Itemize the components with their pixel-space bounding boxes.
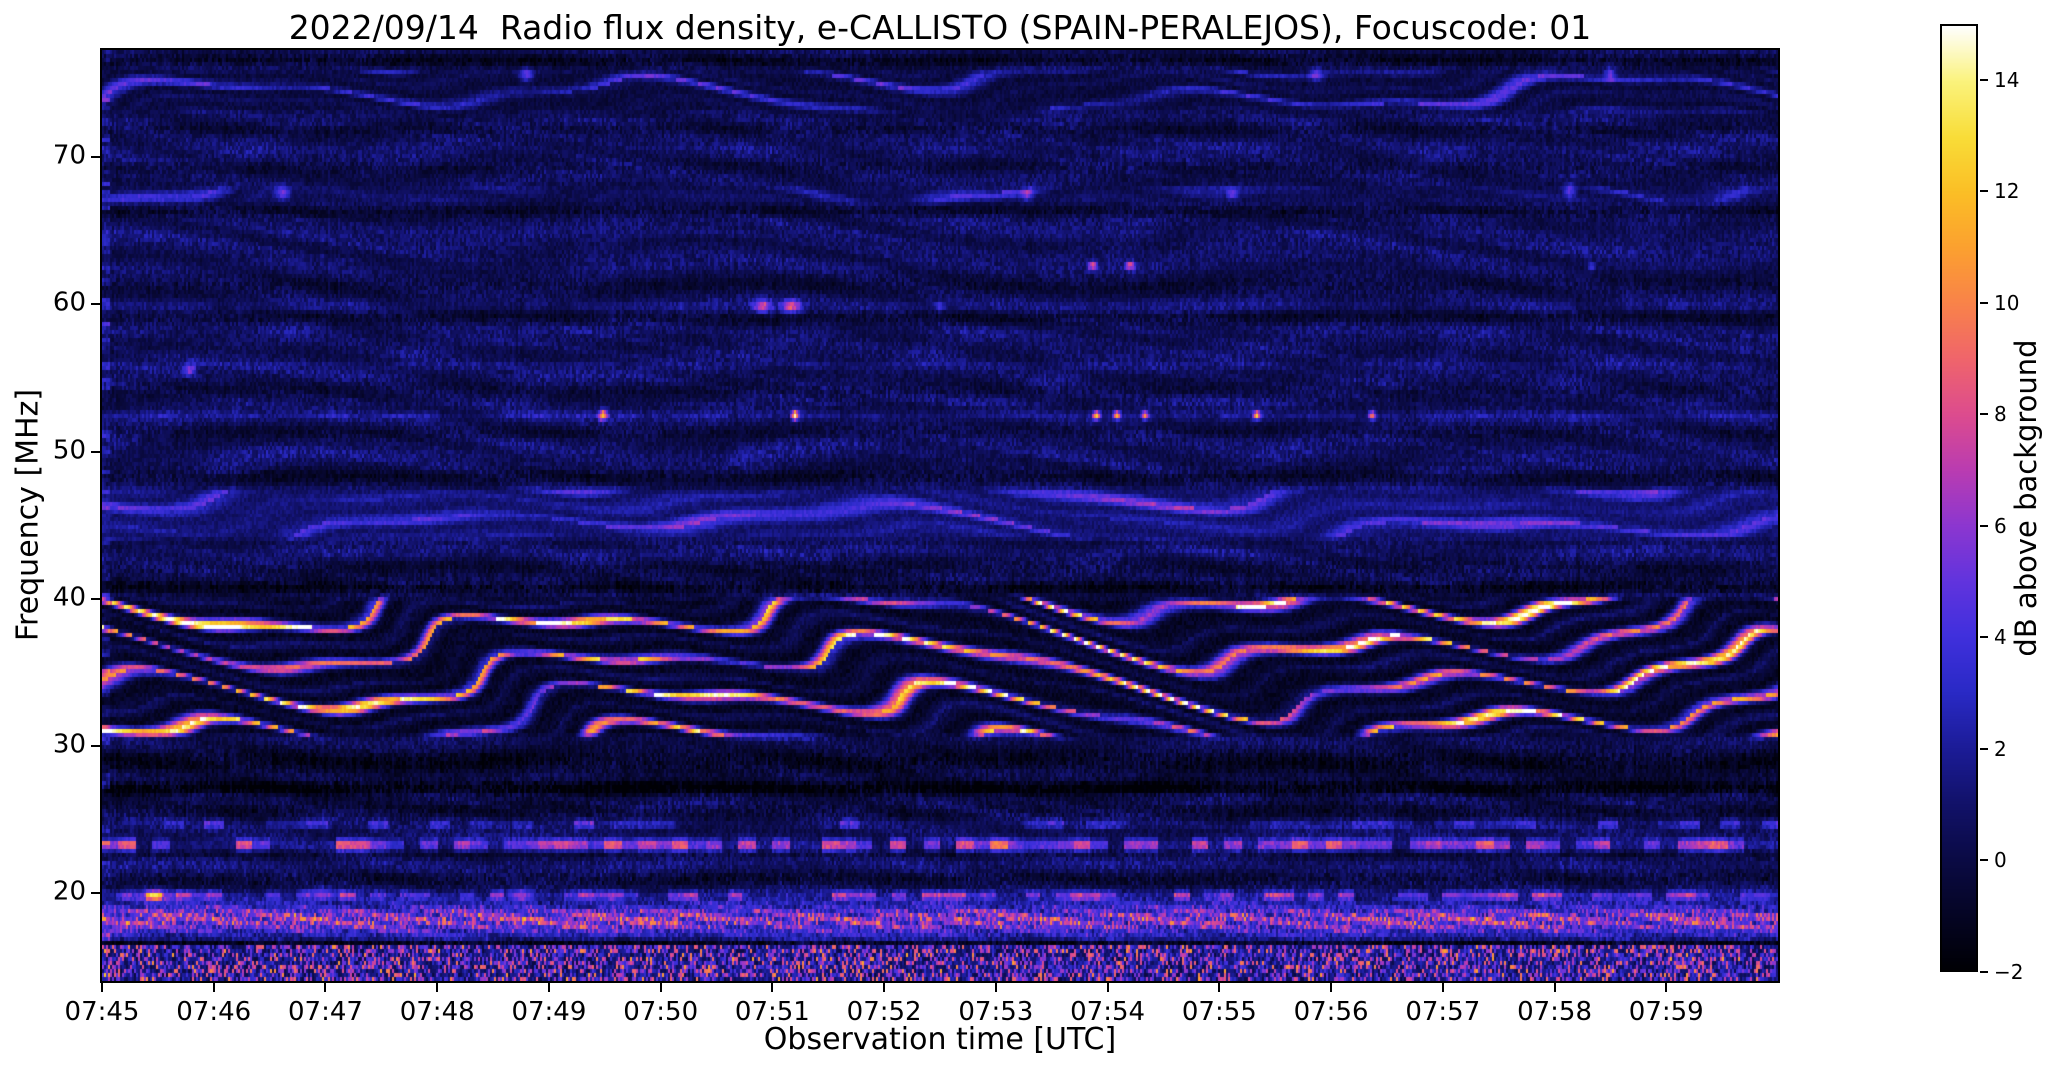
spectrogram-plot <box>102 50 1778 981</box>
x-tick-label: 07:57 <box>1405 997 1481 1027</box>
colorbar-tick-label: 14 <box>1994 67 2020 92</box>
x-tick-mark <box>324 983 327 992</box>
x-tick-mark <box>659 983 662 992</box>
colorbar <box>1940 24 1978 972</box>
colorbar-tick-mark <box>1980 190 1988 193</box>
y-tick-mark <box>91 597 100 600</box>
colorbar-tick-label: 8 <box>1994 402 2007 427</box>
x-tick-label: 07:59 <box>1628 997 1704 1027</box>
x-tick-label: 07:58 <box>1517 997 1592 1027</box>
x-tick-label: 07:54 <box>1070 997 1146 1027</box>
colorbar-tick-mark <box>1980 301 1988 304</box>
x-tick-label: 07:53 <box>958 997 1034 1027</box>
x-tick-label: 07:48 <box>399 997 475 1027</box>
x-tick-mark <box>212 983 215 992</box>
x-tick-label: 07:56 <box>1293 997 1369 1027</box>
y-tick-label: 70 <box>52 140 86 171</box>
x-tick-label: 07:50 <box>623 997 699 1027</box>
colorbar-tick-label: 4 <box>1994 625 2007 650</box>
y-tick-label: 50 <box>52 435 86 466</box>
x-tick-label: 07:47 <box>287 997 363 1027</box>
colorbar-tick-mark <box>1980 636 1988 639</box>
x-tick-label: 07:45 <box>64 997 140 1027</box>
spectrogram-image <box>102 50 1778 981</box>
y-tick-label: 60 <box>52 287 86 318</box>
colorbar-tick-mark <box>1980 859 1988 862</box>
colorbar-tick-mark <box>1980 747 1988 750</box>
colorbar-tick-mark <box>1980 524 1988 527</box>
x-tick-mark <box>1218 983 1221 992</box>
x-tick-mark <box>1441 983 1444 992</box>
x-tick-mark <box>101 983 103 992</box>
y-tick-mark <box>91 156 100 159</box>
y-tick-label: 40 <box>52 582 86 613</box>
colorbar-tick-label: 12 <box>1994 179 2020 204</box>
colorbar-tick-label: 0 <box>1994 848 2007 873</box>
colorbar-tick-label: −2 <box>1994 960 2024 984</box>
x-tick-label: 07:49 <box>511 997 587 1027</box>
x-axis-label: Observation time [UTC] <box>763 1022 1117 1057</box>
colorbar-gradient <box>1942 26 1976 970</box>
y-tick-mark <box>91 450 100 453</box>
y-tick-label: 30 <box>52 729 86 760</box>
colorbar-tick-mark <box>1980 78 1988 81</box>
colorbar-tick-label: 6 <box>1994 513 2007 538</box>
x-tick-mark <box>994 983 997 992</box>
x-tick-label: 07:52 <box>846 997 922 1027</box>
y-tick-mark <box>91 744 100 747</box>
y-tick-mark <box>91 303 100 306</box>
colorbar-label: dB above background <box>2009 339 2043 657</box>
y-axis-label: Frequency [MHz] <box>10 388 46 642</box>
x-tick-mark <box>883 983 886 992</box>
y-tick-mark <box>91 891 100 894</box>
x-tick-label: 07:55 <box>1181 997 1257 1027</box>
y-tick-label: 20 <box>52 876 86 907</box>
x-tick-mark <box>436 983 439 992</box>
colorbar-tick-mark <box>1980 413 1988 416</box>
x-tick-mark <box>771 983 774 992</box>
x-tick-mark <box>1553 983 1556 992</box>
x-tick-mark <box>547 983 550 992</box>
x-tick-label: 07:46 <box>176 997 252 1027</box>
x-tick-label: 07:51 <box>734 997 810 1027</box>
chart-title: 2022/09/14 Radio flux density, e-CALLIST… <box>288 8 1592 47</box>
x-tick-mark <box>1665 983 1668 992</box>
x-tick-mark <box>1330 983 1333 992</box>
x-tick-mark <box>1106 983 1109 992</box>
colorbar-tick-mark <box>1980 971 1988 973</box>
colorbar-tick-label: 2 <box>1994 736 2007 761</box>
colorbar-tick-label: 10 <box>1994 290 2020 315</box>
